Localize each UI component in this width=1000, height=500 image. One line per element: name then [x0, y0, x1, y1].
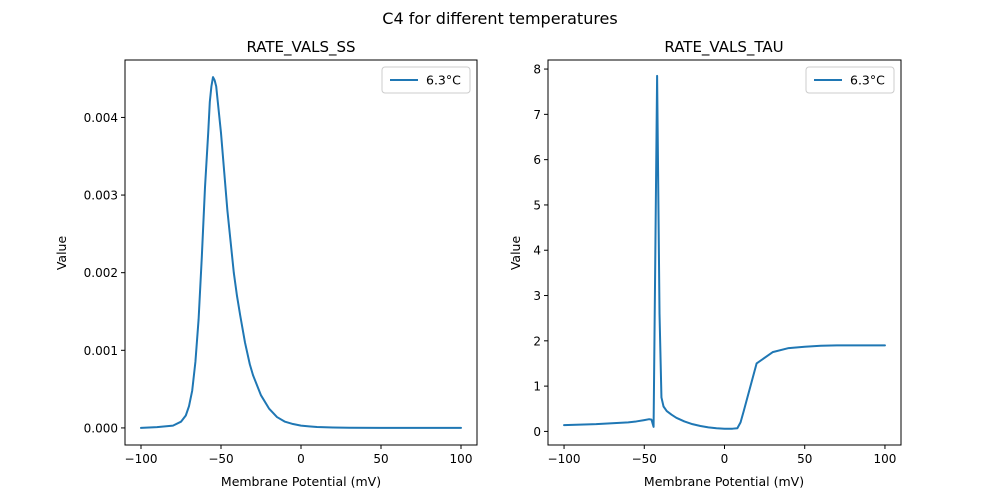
- subplot-rate-vals-tau: RATE_VALS_TAU −100 −50 0 50 100 0 1 2 3 4 5 6 7 8 Me…: [508, 38, 902, 489]
- y-axis-label: Value: [54, 236, 69, 271]
- x-tick-label: 0: [297, 452, 305, 466]
- y-tick-label: 7: [533, 108, 541, 122]
- axes-frame: [547, 59, 902, 446]
- series-line-6.3c: [563, 74, 886, 430]
- y-tick-label: 5: [533, 198, 541, 212]
- legend: 6.3°C: [805, 66, 895, 94]
- y-axis-label: Value: [508, 236, 523, 271]
- x-tick-label: −50: [208, 452, 233, 466]
- x-tick-label: 0: [721, 452, 729, 466]
- axes-frame: [124, 59, 478, 446]
- legend-label: 6.3°C: [850, 73, 885, 88]
- y-tick-label: 8: [533, 63, 541, 77]
- subplot-title: RATE_VALS_SS: [246, 38, 355, 57]
- x-tick-label: 100: [874, 452, 897, 466]
- y-axis: 0.000 0.001 0.002 0.003 0.004: [84, 111, 125, 435]
- y-axis: 0 1 2 3 4 5 6 7 8: [533, 63, 548, 439]
- x-tick-label: 50: [797, 452, 812, 466]
- y-tick-label: 6: [533, 153, 541, 167]
- x-tick-label: 50: [373, 452, 388, 466]
- legend: 6.3°C: [381, 66, 471, 94]
- figure-suptitle: C4 for different temperatures: [382, 9, 617, 28]
- x-axis: −100 −50 0 50 100: [125, 445, 473, 466]
- subplot-rate-vals-ss: RATE_VALS_SS −100 −50 0 50 100 0.0000.0010.0…: [54, 38, 478, 489]
- x-tick-label: 100: [450, 452, 473, 466]
- y-tick-label: 1: [533, 380, 541, 394]
- y-tick-label: 0.004: [84, 111, 118, 125]
- y-tick-label: 0: [533, 425, 541, 439]
- y-tick-label: 0.002: [84, 266, 118, 280]
- y-tick-label: 0.001: [84, 344, 118, 358]
- y-tick-label: 0.003: [84, 189, 118, 203]
- x-tick-label: −100: [548, 452, 581, 466]
- x-tick-label: −100: [125, 452, 158, 466]
- y-tick-label: 0.000: [84, 421, 118, 435]
- y-tick-label: 2: [533, 334, 541, 348]
- legend-box: [381, 66, 471, 94]
- y-tick-label: 3: [533, 289, 541, 303]
- legend-label: 6.3°C: [426, 73, 461, 88]
- x-axis-label: Membrane Potential (mV): [644, 474, 804, 489]
- x-axis: −100 −50 0 50 100: [548, 445, 897, 466]
- legend-box: [805, 66, 895, 94]
- x-axis-label: Membrane Potential (mV): [221, 474, 381, 489]
- series-line-6.3c: [140, 76, 462, 429]
- subplot-title: RATE_VALS_TAU: [664, 38, 783, 57]
- y-tick-label: 4: [533, 244, 541, 258]
- x-tick-label: −50: [632, 452, 657, 466]
